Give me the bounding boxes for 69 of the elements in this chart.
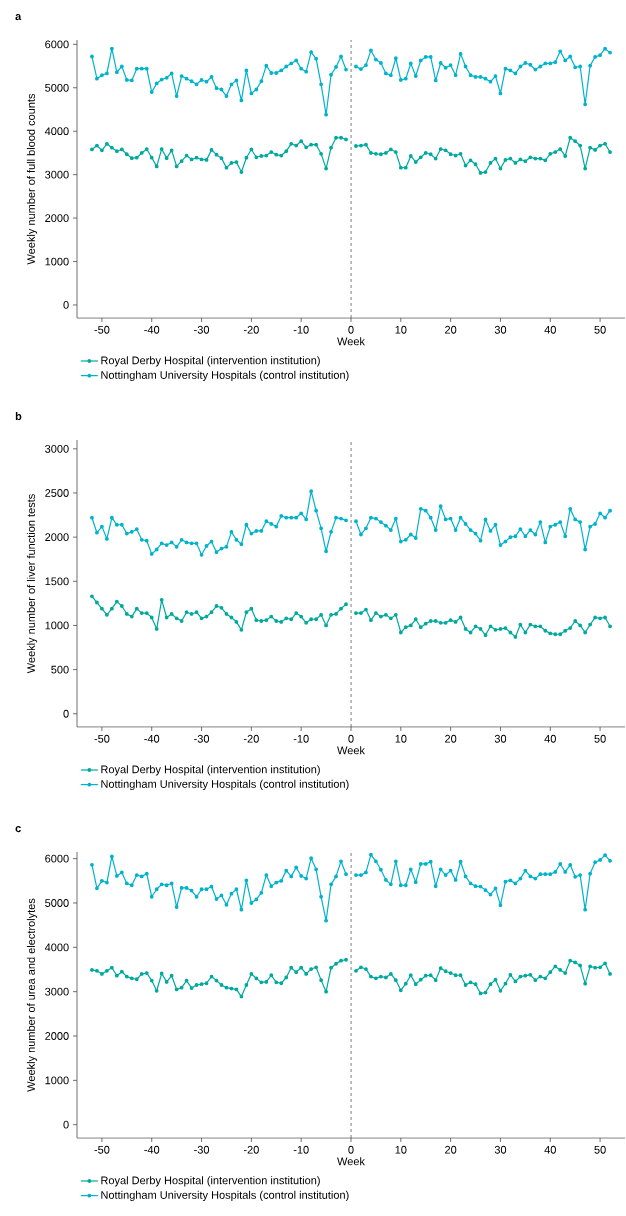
x-tick-label: -40 bbox=[144, 325, 160, 334]
y-axis-title: Weekly number of full blood counts bbox=[26, 93, 38, 265]
y-tick-label: 4000 bbox=[44, 943, 69, 952]
x-tick-label: 30 bbox=[494, 734, 507, 743]
y-tick-label: 0 bbox=[63, 709, 69, 718]
x-tick-label: 40 bbox=[544, 325, 556, 334]
y-tick-label: 5000 bbox=[45, 83, 69, 92]
x-tick-label: 10 bbox=[395, 734, 407, 743]
x-tick-label: 30 bbox=[494, 1145, 507, 1154]
x-tick-label: -50 bbox=[94, 734, 110, 743]
chart-title: b bbox=[15, 412, 22, 421]
x-tick-label: -20 bbox=[243, 1145, 259, 1154]
y-tick-label: 1000 bbox=[45, 1076, 69, 1085]
chart-title: c bbox=[15, 826, 21, 833]
x-tick-label: -10 bbox=[293, 734, 309, 743]
x-tick-label: 40 bbox=[544, 1145, 556, 1154]
legend-label: Nottingham University Hospitals (control institution) bbox=[101, 1190, 349, 1202]
y-tick-label: 5000 bbox=[45, 899, 69, 907]
x-tick-label: -20 bbox=[243, 734, 259, 743]
y-tick-label: 2000 bbox=[45, 533, 69, 542]
x-tick-label: -40 bbox=[144, 734, 160, 743]
y-tick-label: 1000 bbox=[45, 257, 69, 266]
legend-label: Nottingham University Hospitals (control institution) bbox=[101, 370, 349, 382]
y-tick-label: 3000 bbox=[45, 987, 69, 996]
x-tick-label: -50 bbox=[94, 325, 110, 334]
x-tick-label: 0 bbox=[348, 325, 354, 334]
y-tick-label: 2500 bbox=[45, 489, 69, 497]
legend-label: Nottingham University Hospitals (control institution) bbox=[101, 779, 349, 791]
y-tick-label: 0 bbox=[63, 301, 69, 309]
x-axis-title: Week bbox=[337, 337, 365, 346]
x-tick-label: -50 bbox=[94, 1145, 110, 1154]
x-axis-title: Week bbox=[337, 746, 365, 755]
x-tick-label: 50 bbox=[594, 1145, 606, 1154]
y-tick-label: 6000 bbox=[45, 40, 69, 49]
legend-label: Royal Derby Hospital (intervention institution) bbox=[101, 356, 320, 367]
x-tick-label: -40 bbox=[144, 1145, 160, 1154]
x-tick-label: 0 bbox=[348, 734, 354, 743]
y-axis-title: Weekly number of liver function tests bbox=[26, 494, 38, 674]
x-tick-label: -10 bbox=[293, 1145, 309, 1154]
x-tick-label: 0 bbox=[348, 1145, 354, 1154]
x-tick-label: -30 bbox=[194, 1145, 210, 1154]
x-tick-label: 20 bbox=[445, 1145, 457, 1154]
y-tick-label: 4000 bbox=[44, 127, 69, 136]
x-tick-label: 20 bbox=[445, 734, 457, 743]
legend-label: Royal Derby Hospital (intervention institution) bbox=[101, 1176, 320, 1187]
x-tick-label: -20 bbox=[243, 325, 259, 334]
x-tick-label: 40 bbox=[544, 734, 556, 743]
x-tick-label: 20 bbox=[445, 325, 457, 334]
y-tick-label: 1000 bbox=[45, 621, 69, 630]
y-tick-label: 3000 bbox=[45, 170, 69, 179]
y-tick-label: 1500 bbox=[45, 577, 69, 586]
y-tick-label: 0 bbox=[63, 1120, 69, 1129]
x-tick-label: 10 bbox=[395, 1145, 407, 1154]
x-tick-label: 10 bbox=[395, 325, 407, 334]
x-tick-label: 50 bbox=[594, 325, 606, 334]
y-tick-label: 6000 bbox=[45, 854, 69, 863]
y-tick-label: 2000 bbox=[45, 1032, 69, 1040]
x-tick-label: -10 bbox=[293, 325, 309, 334]
y-tick-label: 2000 bbox=[45, 214, 69, 222]
x-tick-label: 50 bbox=[594, 734, 606, 743]
x-tick-label: -30 bbox=[194, 734, 210, 743]
legend-label: Royal Derby Hospital (intervention institution) bbox=[101, 765, 320, 776]
y-tick-label: 500 bbox=[51, 665, 69, 674]
chart-title: a bbox=[15, 14, 22, 21]
y-tick-label: 3000 bbox=[45, 444, 69, 453]
x-tick-label: -30 bbox=[194, 325, 210, 334]
x-tick-label: 30 bbox=[494, 325, 507, 334]
x-axis-title: Week bbox=[337, 1157, 365, 1166]
y-axis-title: Weekly number of urea and electrolytes bbox=[26, 898, 38, 1092]
